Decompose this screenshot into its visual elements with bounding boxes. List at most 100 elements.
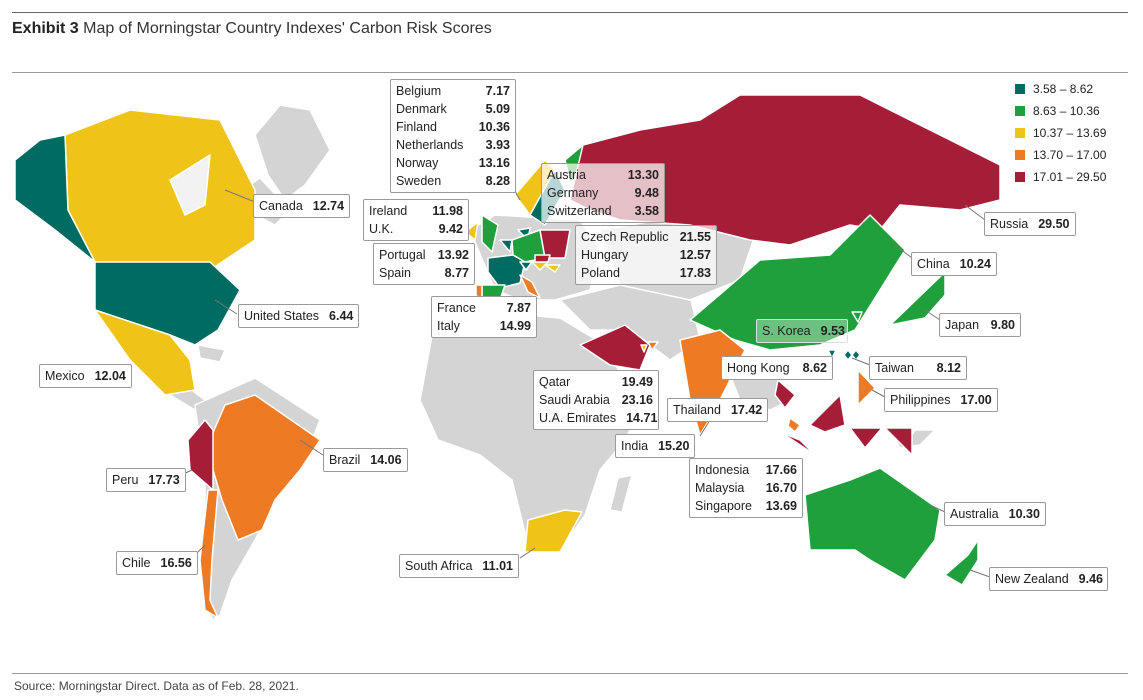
label-thailand: Thailand 17.42 xyxy=(667,398,769,422)
country-value: 8.12 xyxy=(936,361,961,375)
country-value: 12.04 xyxy=(94,369,126,383)
country-name: S. Korea xyxy=(762,324,811,338)
country-name: Switzerland xyxy=(547,204,612,218)
indonesia-shape-2 xyxy=(809,394,846,433)
country-value: 8.28 xyxy=(485,174,510,188)
legend-item: 10.37 – 13.69 xyxy=(1005,122,1127,144)
label-row: Australia 10.30 xyxy=(950,505,1040,523)
country-name: Norway xyxy=(396,156,439,170)
label-row: Malaysia 16.70 xyxy=(695,479,797,497)
country-value: 14.06 xyxy=(370,453,402,467)
netherlands-shape xyxy=(499,239,513,253)
label-row: France 7.87 xyxy=(437,299,531,317)
label-philippines: Philippines 17.00 xyxy=(884,388,998,412)
country-name: Taiwan xyxy=(875,361,914,375)
leader-australia xyxy=(929,504,946,513)
france-shape xyxy=(487,254,526,289)
country-name: New Zealand xyxy=(995,572,1069,586)
country-name: France xyxy=(437,301,476,315)
leader-brazil xyxy=(299,439,324,456)
label-australia: Australia 10.30 xyxy=(944,502,1046,526)
leader-canada xyxy=(224,189,256,203)
label-row: India 15.20 xyxy=(621,437,689,455)
peru-shape xyxy=(187,419,214,491)
hungary-shape xyxy=(544,264,561,273)
label-united-states: United States 6.44 xyxy=(238,304,360,328)
country-value: 17.73 xyxy=(148,473,180,487)
label-chile: Chile 16.56 xyxy=(116,551,198,575)
canada-shape xyxy=(64,109,256,271)
new-zealand-shape xyxy=(944,539,979,586)
footer-divider xyxy=(12,673,1128,674)
country-name: India xyxy=(621,439,649,453)
chile-shape xyxy=(199,489,219,619)
indonesia-shape-3 xyxy=(849,427,883,449)
korea-shape xyxy=(851,311,863,323)
country-name: Hungary xyxy=(581,248,629,262)
label-row: Austria 13.30 xyxy=(547,166,659,184)
label-row: United States 6.44 xyxy=(244,307,353,325)
exhibit-title: Exhibit 3 Map of Morningstar Country Ind… xyxy=(12,20,492,38)
legend: 3.58 – 8.62 8.63 – 10.36 10.37 – 13.69 1… xyxy=(1005,78,1127,188)
leader-new-zealand xyxy=(969,569,991,578)
legend-swatch xyxy=(1015,84,1025,94)
country-name: Sweden xyxy=(396,174,442,188)
label-row: Netherlands 3.93 xyxy=(396,136,510,154)
label-row: Norway 13.16 xyxy=(396,154,510,172)
japan-shape xyxy=(889,271,946,326)
exhibit-number: Exhibit 3 xyxy=(12,20,79,37)
country-name: Poland xyxy=(581,266,620,280)
label-mexico: Mexico 12.04 xyxy=(39,364,132,388)
label-row: Philippines 17.00 xyxy=(890,391,992,409)
country-value: 9.46 xyxy=(1078,572,1103,586)
country-name: Netherlands xyxy=(396,138,464,152)
label-central-europe: Austria 13.30 Germany 9.48 Switzerland 3.58 xyxy=(541,163,665,223)
label-eastern-europe: Czech Republic 21.55 Hungary 12.57 Poland 1… xyxy=(575,225,717,285)
country-name: Singapore xyxy=(695,499,752,513)
label-brazil: Brazil 14.06 xyxy=(323,448,408,472)
country-value: 7.17 xyxy=(485,84,510,98)
label-southeast-asia: Indonesia 17.66 Malaysia 16.70 Singapore 13… xyxy=(689,458,803,518)
label-row: Peru 17.73 xyxy=(112,471,180,489)
label-row: Chile 16.56 xyxy=(122,554,192,572)
label-row: Japan 9.80 xyxy=(945,316,1015,334)
country-value: 23.16 xyxy=(621,393,653,407)
country-name: U.K. xyxy=(369,222,394,236)
china-shape xyxy=(689,214,906,351)
label-row: Switzerland 3.58 xyxy=(547,202,659,220)
country-value: 9.42 xyxy=(438,222,463,236)
saudi-arabia-shape xyxy=(579,324,651,371)
country-value: 13.16 xyxy=(478,156,510,170)
label-row: Brazil 14.06 xyxy=(329,451,402,469)
madagascar-land xyxy=(609,474,633,513)
legend-swatch xyxy=(1015,128,1025,138)
legend-item: 13.70 – 17.00 xyxy=(1005,144,1127,166)
country-value: 5.09 xyxy=(485,102,510,116)
label-row: Russia 29.50 xyxy=(990,215,1070,233)
country-name: Spain xyxy=(379,266,411,280)
country-name: South Africa xyxy=(405,559,473,573)
country-name: Brazil xyxy=(329,453,361,467)
country-value: 10.24 xyxy=(959,257,991,271)
country-value: 12.74 xyxy=(312,199,345,213)
country-name: Canada xyxy=(259,199,303,213)
uae-shape xyxy=(647,341,659,351)
legend-item: 3.58 – 8.62 xyxy=(1005,78,1127,100)
country-value: 14.71 xyxy=(626,411,658,425)
leader-japan xyxy=(924,309,941,321)
label-row: Canada 12.74 xyxy=(259,197,344,215)
country-value: 9.48 xyxy=(634,186,659,200)
country-value: 11.98 xyxy=(432,204,463,218)
south-africa-shape xyxy=(524,509,583,553)
australia-shape xyxy=(804,467,941,581)
country-name: Philippines xyxy=(890,393,951,407)
label-hong-kong: Hong Kong 8.62 xyxy=(721,356,833,380)
hudson-bay-land xyxy=(169,154,211,216)
country-value: 16.56 xyxy=(160,556,192,570)
country-name: Belgium xyxy=(396,84,442,98)
country-name: Russia xyxy=(990,217,1029,231)
taiwan-shape xyxy=(843,349,853,361)
country-name: Hong Kong xyxy=(727,361,790,375)
legend-label: 13.70 – 17.00 xyxy=(1033,148,1107,162)
